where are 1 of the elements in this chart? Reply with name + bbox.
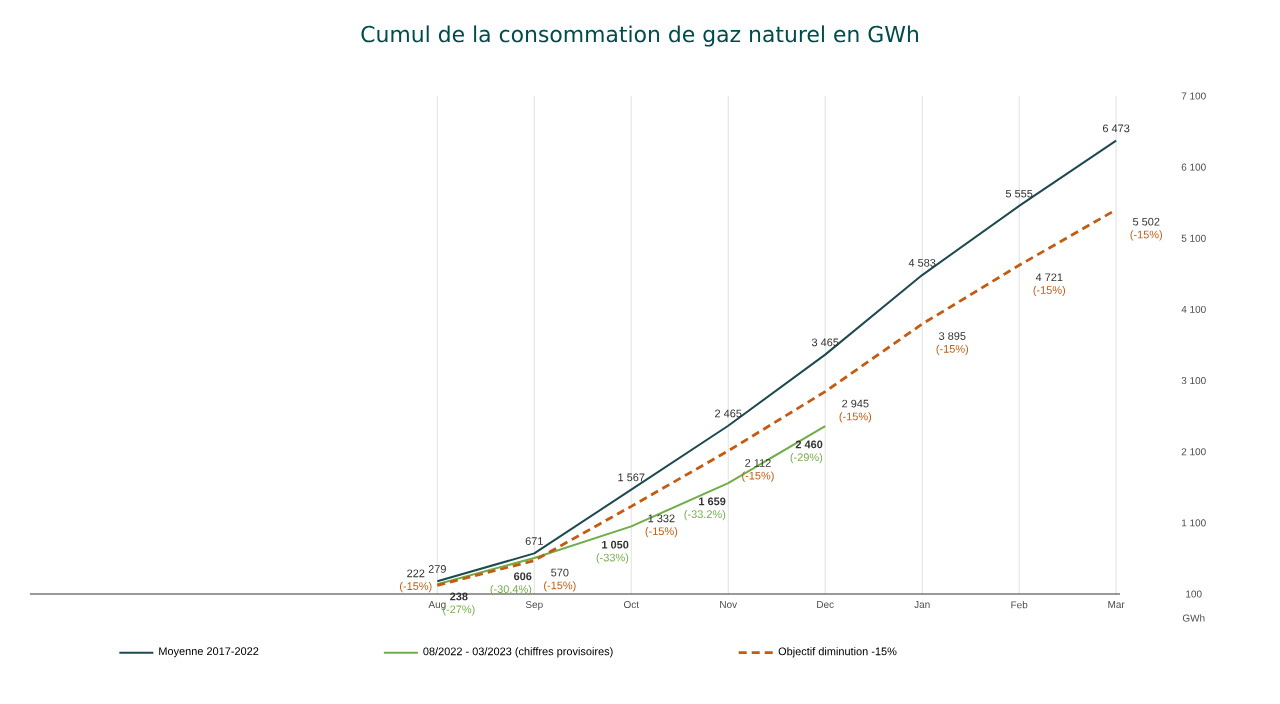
chart-title: Cumul de la consommation de gaz naturel en GWh <box>361 25 918 47</box>
